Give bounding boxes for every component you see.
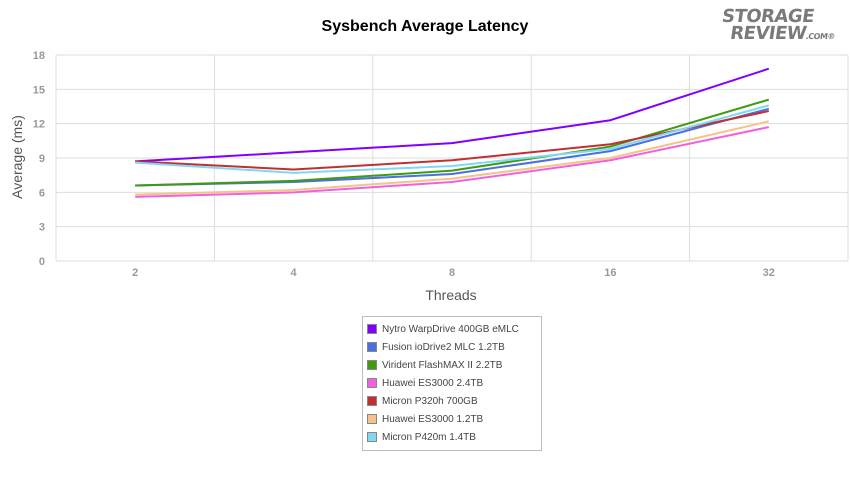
y-tick-labels: 0 3 6 9 12 15 18 [33,50,45,268]
x-tick-label: 2 [132,267,138,279]
legend-swatch [367,378,377,388]
y-tick-label: 3 [39,222,45,234]
y-tick-label: 15 [33,84,45,96]
series-line-7 [135,104,770,174]
legend-item[interactable]: Nytro WarpDrive 400GB eMLC [363,320,541,338]
legend-swatch [367,396,377,406]
line-chart: 0 3 6 9 12 15 18 2 4 8 16 32 Threads Average (ms) [9,50,849,303]
legend-label: Micron P420m 1.4TB [382,431,476,443]
series-line-5 [135,110,770,171]
legend-label: Huawei ES3000 1.2TB [382,413,484,425]
legend-swatch [367,342,377,352]
x-tick-labels: 2 4 8 16 32 [132,267,775,279]
legend-swatch [367,414,377,424]
legend-label: Huawei ES3000 2.4TB [382,377,484,389]
legend-label: Virident FlashMAX II 2.2TB [382,359,503,371]
legend-item[interactable]: Micron P320h 700GB [363,392,541,410]
x-tick-label: 32 [763,267,775,279]
series-line-1 [135,67,770,163]
legend-label: Fusion ioDrive2 MLC 1.2TB [382,341,505,353]
x-tick-label: 4 [291,267,298,279]
x-tick-label: 8 [449,267,455,279]
legend-swatch [367,324,377,334]
legend-label: Micron P320h 700GB [382,395,478,407]
x-axis-label: Threads [425,287,476,303]
legend-item[interactable]: Fusion ioDrive2 MLC 1.2TB [363,338,541,356]
y-tick-label: 12 [33,119,45,131]
legend-item[interactable]: Huawei ES3000 1.2TB [363,410,541,428]
series-line-3 [135,98,770,187]
series-line-6 [135,120,770,196]
series-line-4 [135,126,770,198]
gridlines [55,54,849,262]
legend-swatch [367,432,377,442]
legend-item[interactable]: Virident FlashMAX II 2.2TB [363,356,541,374]
chart-title: Sysbench Average Latency [321,18,529,35]
y-axis-label: Average (ms) [9,115,25,199]
legend: Nytro WarpDrive 400GB eMLC Fusion ioDrive… [362,316,542,451]
legend-label: Nytro WarpDrive 400GB eMLC [382,323,519,335]
y-tick-label: 9 [39,153,45,165]
series-lines [135,67,770,198]
legend-item[interactable]: Micron P420m 1.4TB [363,428,541,446]
x-tick-label: 16 [604,267,616,279]
y-tick-label: 6 [39,187,45,199]
y-tick-label: 0 [39,256,45,268]
legend-swatch [367,360,377,370]
y-tick-label: 18 [33,50,45,62]
legend-item[interactable]: Huawei ES3000 2.4TB [363,374,541,392]
